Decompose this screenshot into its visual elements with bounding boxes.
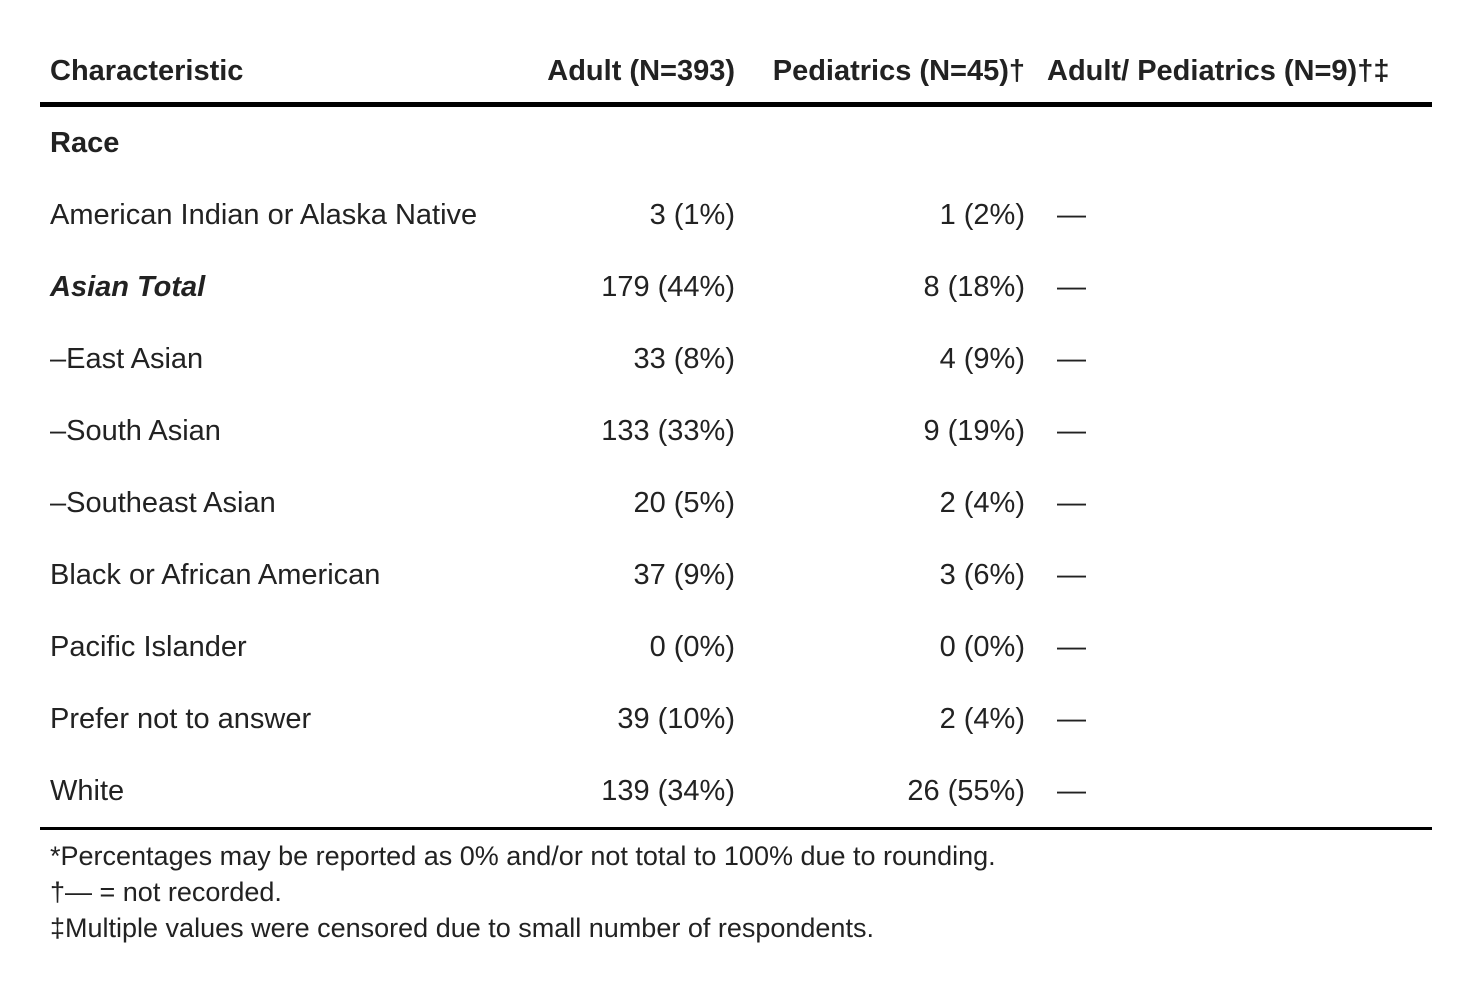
cell-adult: 3 (1%) — [649, 198, 735, 231]
header-characteristic: Characteristic — [40, 40, 530, 107]
cell-adult-pediatrics: — — [1057, 270, 1086, 303]
table-row: Prefer not to answer 39 (10%) 2 (4%) — — [40, 683, 1432, 755]
cell-adult-pediatrics: — — [1035, 755, 1432, 830]
cell-adult: 0 (0%) — [649, 630, 735, 663]
table-header-row: Characteristic Adult (N=393) Pediatrics … — [40, 40, 1432, 107]
table-row: Black or African American 37 (9%) 3 (6%)… — [40, 539, 1432, 611]
table-row: Pacific Islander 0 (0%) 0 (0%) — — [40, 611, 1432, 683]
table-row: –Southeast Asian 20 (5%) 2 (4%) — — [40, 467, 1432, 539]
cell-pediatrics: 2 (4%) — [939, 702, 1025, 735]
cell-pediatrics: 8 (18%) — [923, 270, 1025, 303]
cell-pediatrics: 1 (2%) — [939, 198, 1025, 231]
cell-adult: 33 (8%) — [633, 342, 735, 375]
table-footnotes: *Percentages may be reported as 0% and/o… — [50, 838, 996, 946]
cell-pediatrics: 3 (6%) — [939, 558, 1025, 591]
cell-pediatrics: 2 (4%) — [939, 486, 1025, 519]
section-row-race: Race — [40, 105, 1432, 180]
cell-adult: 139 (34%) — [530, 755, 745, 830]
cell-adult-pediatrics: — — [1057, 342, 1086, 375]
cell-pediatrics: 4 (9%) — [939, 342, 1025, 375]
table-row: American Indian or Alaska Native 3 (1%) … — [40, 179, 1432, 251]
cell-adult-pediatrics: — — [1057, 414, 1086, 447]
footnote-not-recorded: †— = not recorded. — [50, 877, 282, 907]
row-label: –East Asian — [50, 342, 204, 375]
row-label: Asian Total — [50, 270, 206, 303]
header-pediatrics: Pediatrics (N=45)† — [745, 40, 1035, 107]
cell-adult-pediatrics: — — [1057, 702, 1086, 735]
row-label: –Southeast Asian — [50, 486, 276, 519]
row-label: Prefer not to answer — [50, 702, 312, 735]
cell-adult-pediatrics: — — [1057, 630, 1086, 663]
footnote-rounding: *Percentages may be reported as 0% and/o… — [50, 841, 996, 871]
row-label: –South Asian — [50, 414, 221, 447]
table-row: –South Asian 133 (33%) 9 (19%) — — [40, 395, 1432, 467]
cell-adult-pediatrics: — — [1057, 486, 1086, 519]
header-adult-pediatrics: Adult/ Pediatrics (N=9)†‡ — [1035, 40, 1432, 107]
row-label: White — [40, 755, 530, 830]
cell-adult: 20 (5%) — [633, 486, 735, 519]
row-label: Black or African American — [50, 558, 381, 591]
cell-pediatrics: 0 (0%) — [939, 630, 1025, 663]
cell-adult: 39 (10%) — [617, 702, 735, 735]
footnote-censored: ‡Multiple values were censored due to sm… — [50, 913, 874, 943]
row-label: Pacific Islander — [50, 630, 247, 663]
cell-adult-pediatrics: — — [1057, 198, 1086, 231]
table-row: Asian Total 179 (44%) 8 (18%) — — [40, 251, 1432, 323]
cell-adult: 133 (33%) — [601, 414, 735, 447]
cell-adult: 37 (9%) — [633, 558, 735, 591]
row-label: American Indian or Alaska Native — [50, 198, 478, 231]
cell-adult-pediatrics: — — [1057, 558, 1086, 591]
cell-adult: 179 (44%) — [601, 270, 735, 303]
table-row: White 139 (34%) 26 (55%) — — [40, 755, 1432, 830]
section-label: Race — [50, 126, 120, 159]
cell-pediatrics: 9 (19%) — [923, 414, 1025, 447]
header-adult: Adult (N=393) — [530, 40, 745, 107]
table-row: –East Asian 33 (8%) 4 (9%) — — [40, 323, 1432, 395]
race-table-container: Characteristic Adult (N=393) Pediatrics … — [40, 40, 1432, 830]
cell-pediatrics: 26 (55%) — [745, 755, 1035, 830]
race-table: Characteristic Adult (N=393) Pediatrics … — [40, 40, 1432, 830]
